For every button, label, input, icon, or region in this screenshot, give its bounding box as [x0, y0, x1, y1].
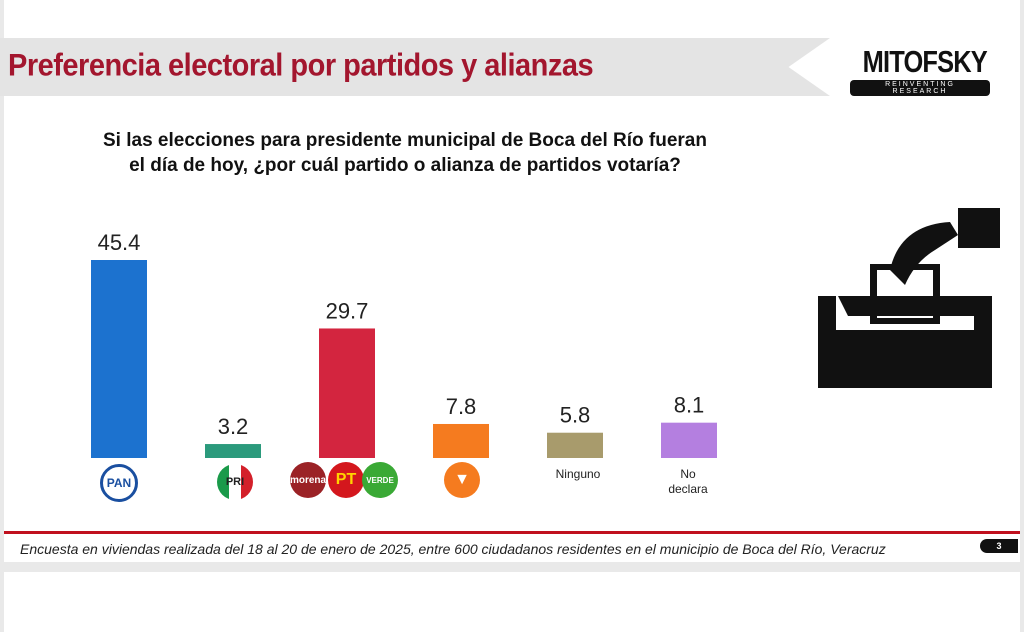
ninguno-label: Ninguno: [555, 467, 601, 481]
slide-title: Preferencia electoral por partidos y ali…: [8, 48, 594, 84]
pri-logo: PRI: [217, 464, 253, 500]
mc-logo: ▼: [444, 462, 480, 498]
bar-pri: [205, 444, 261, 458]
data-label: 3.2: [218, 414, 249, 439]
mitofsky-logo: MITOFSKY REINVENTING RESEARCH: [850, 44, 990, 98]
pt-logo: PT: [328, 462, 364, 498]
no-declara-label: No declara: [668, 467, 708, 496]
bar-no-declara: [661, 422, 717, 458]
bar-morena-pt-verde: [319, 328, 375, 458]
data-label: 29.7: [326, 298, 369, 323]
footer-divider: [4, 531, 1020, 534]
data-label: 7.8: [446, 394, 477, 419]
verde-logo: VERDE: [362, 462, 398, 498]
bar-ninguno: [547, 432, 603, 458]
data-label: 8.1: [674, 393, 705, 418]
chart-title: Si las elecciones para presidente munici…: [103, 130, 707, 176]
bar-mc: [433, 423, 489, 458]
data-label: 45.4: [98, 230, 141, 255]
morena-logo: morena: [290, 462, 326, 498]
next-slide: [4, 572, 1020, 632]
page-number: 3: [980, 539, 1018, 553]
pan-logo: PAN: [100, 464, 138, 502]
data-label: 5.8: [560, 403, 591, 428]
title-banner: [0, 38, 830, 96]
bar-pan: [91, 260, 147, 458]
footer-note: Encuesta en viviendas realizada del 18 a…: [20, 541, 886, 557]
